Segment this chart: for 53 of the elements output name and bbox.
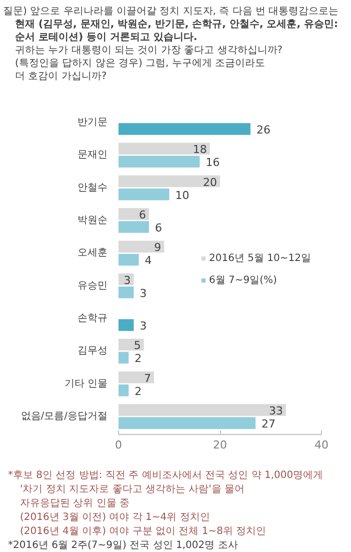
data-label: 9 bbox=[154, 241, 162, 254]
bar bbox=[118, 188, 170, 200]
data-label: 3 bbox=[140, 286, 147, 300]
bar bbox=[118, 404, 286, 416]
bar bbox=[118, 142, 210, 154]
bar bbox=[118, 221, 149, 233]
bar bbox=[118, 208, 149, 220]
data-label: 10 bbox=[175, 188, 190, 202]
legend-label: 2016년 5월 10~12일 bbox=[209, 252, 311, 265]
data-label: 7 bbox=[144, 372, 152, 385]
data-label: 16 bbox=[206, 156, 220, 170]
bar bbox=[118, 371, 154, 384]
y-tick-label: 안철수 bbox=[78, 182, 108, 194]
data-label: 2 bbox=[134, 352, 142, 366]
data-label: 20 bbox=[203, 176, 218, 189]
y-tick-label: 오세훈 bbox=[78, 248, 108, 259]
bar bbox=[118, 384, 129, 396]
data-label: 3 bbox=[140, 320, 147, 333]
x-tick-label: 0 bbox=[115, 438, 122, 452]
y-tick-label: 반기문 bbox=[78, 116, 108, 128]
y-tick-label: 문재인 bbox=[78, 150, 108, 161]
bar bbox=[118, 254, 139, 266]
data-label: 6 bbox=[154, 222, 162, 235]
bar bbox=[118, 123, 250, 135]
text: *후보 8인 선정 방법: 직전 주 예비조사에서 전국 성인 약 1,000명에게 '차기 정치 지도자로 좋다고 생각하는 사람'을 물어 자유응답된 상위 인물 중 (2016년 3월 이전) 여야 각 1~4위 정치인 (2016년 4월 이후) 여야 구분 없이 전체 1~8위 정치인 bbox=[8, 469, 324, 539]
y-tick-label: 기타 인물 bbox=[64, 378, 108, 390]
data-label: 6 bbox=[138, 208, 146, 222]
bar bbox=[118, 156, 200, 168]
y-tick-label: 유승민 bbox=[78, 280, 108, 292]
data-label: 2 bbox=[134, 384, 142, 398]
x-tick-label: 40 bbox=[314, 438, 328, 452]
y-tick-label: 박원순 bbox=[78, 214, 108, 226]
bar bbox=[118, 319, 134, 331]
bar bbox=[118, 240, 164, 253]
bar bbox=[118, 286, 134, 298]
bar bbox=[118, 352, 129, 364]
text: *2016년 6월 2주(7~9일) 전국 성인 1,002명 조사 bbox=[8, 539, 239, 552]
data-label: 26 bbox=[256, 124, 270, 137]
legend-label: 6월 7~9일(%) bbox=[209, 274, 277, 287]
chart-title: 질문) 앞으로 우리나라를 이끌어갈 정치 지도자, 즉 다음 번 대통령감으로는 현재 (김무성, 문재인, 박원순, 반기문, 손학규, 안철수, 오세훈, 유승민: 순서 로테이션) 등이 거론되고 있습니다. 귀하는 누가 대통령이 되는 것이 가장 좋다고 생각하십니까? (특정인을 답하지 않은 경우) 그럼, 누구에게 조금이라도 더 호감이 가십니까? bbox=[3, 5, 339, 83]
data-label: 27 bbox=[262, 418, 276, 431]
x-tick-label: 20 bbox=[213, 438, 227, 452]
data-label: 5 bbox=[134, 339, 141, 352]
bar bbox=[118, 338, 144, 351]
data-label: 33 bbox=[268, 404, 283, 418]
bar bbox=[118, 417, 256, 429]
bar bbox=[118, 175, 220, 188]
y-tick-label: 김무성 bbox=[78, 346, 108, 357]
data-label: 18 bbox=[192, 143, 207, 156]
data-label: 3 bbox=[124, 274, 131, 287]
data-label: 4 bbox=[144, 254, 152, 268]
y-tick-label: 없음/모름/응답거절 bbox=[20, 411, 108, 422]
y-tick-label: 손학규 bbox=[78, 313, 108, 324]
